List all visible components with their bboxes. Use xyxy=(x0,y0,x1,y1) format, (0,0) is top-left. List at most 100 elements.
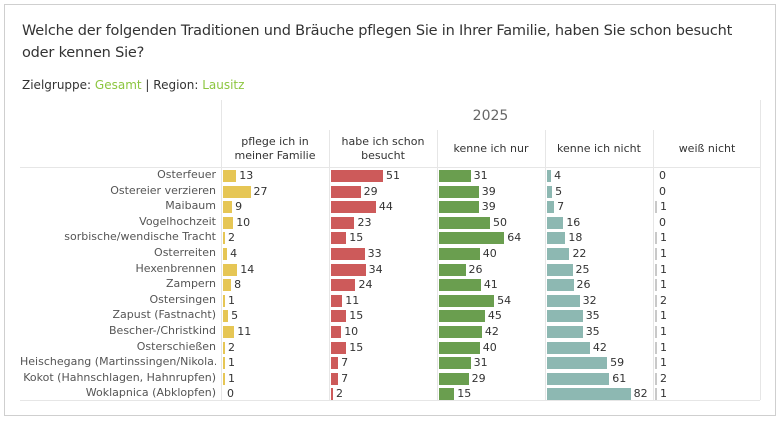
bar[interactable] xyxy=(331,357,339,370)
value-label: 82 xyxy=(633,387,648,401)
bar[interactable] xyxy=(655,263,657,276)
dashboard-frame xyxy=(4,4,776,416)
value-label: 13 xyxy=(239,169,254,182)
column-header: kenne ich nicht xyxy=(557,142,641,155)
region-value[interactable]: Lausitz xyxy=(202,78,245,92)
bar[interactable] xyxy=(439,326,482,338)
value-label: 2 xyxy=(228,340,236,354)
bar[interactable] xyxy=(547,201,555,214)
zielgruppe-value[interactable]: Gesamt xyxy=(94,78,142,92)
value-label: 5 xyxy=(555,184,563,198)
bar[interactable] xyxy=(331,170,384,182)
bar[interactable] xyxy=(655,201,657,214)
bar[interactable] xyxy=(223,248,228,260)
bar[interactable] xyxy=(439,201,479,214)
bar[interactable] xyxy=(223,326,235,338)
bar[interactable] xyxy=(331,232,347,245)
value-label: 45 xyxy=(487,309,502,323)
bar[interactable] xyxy=(223,170,237,182)
value-label: 42 xyxy=(484,325,499,338)
bar[interactable] xyxy=(655,357,657,370)
bar[interactable] xyxy=(547,279,574,292)
bar[interactable] xyxy=(655,232,657,245)
bar[interactable] xyxy=(547,263,573,276)
bar[interactable] xyxy=(439,294,495,307)
bar[interactable] xyxy=(655,326,657,338)
bar[interactable] xyxy=(439,279,481,292)
category-label: Hexenbrennen xyxy=(135,261,216,275)
bar[interactable] xyxy=(439,357,471,370)
bar[interactable] xyxy=(547,326,583,338)
bar[interactable] xyxy=(331,201,376,214)
bar[interactable] xyxy=(655,279,657,292)
bar[interactable] xyxy=(439,216,490,229)
bar[interactable] xyxy=(547,341,590,354)
bar[interactable] xyxy=(655,217,656,229)
bar[interactable] xyxy=(331,341,347,354)
value-label: 15 xyxy=(349,340,364,354)
value-label: 35 xyxy=(585,309,600,323)
bar[interactable] xyxy=(331,326,342,338)
value-label: 42 xyxy=(592,340,607,354)
bar[interactable] xyxy=(223,201,233,214)
bar[interactable] xyxy=(223,388,224,400)
bar[interactable] xyxy=(331,216,355,229)
value-label: 1 xyxy=(660,309,667,323)
bar[interactable] xyxy=(331,388,334,401)
value-label: 9 xyxy=(235,200,243,214)
bar[interactable] xyxy=(223,279,232,292)
bar[interactable] xyxy=(547,388,631,401)
category-label: Osterschießen xyxy=(136,339,216,353)
value-label: 1 xyxy=(660,356,667,370)
bar[interactable] xyxy=(547,310,583,323)
bar[interactable] xyxy=(223,357,225,370)
bar[interactable] xyxy=(547,185,553,198)
bar[interactable] xyxy=(655,170,656,182)
bar[interactable] xyxy=(439,310,485,323)
bar[interactable] xyxy=(439,341,480,354)
bar[interactable] xyxy=(547,372,610,385)
bar[interactable] xyxy=(331,248,365,260)
bar[interactable] xyxy=(547,248,570,260)
value-label: 54 xyxy=(497,293,512,307)
bar[interactable] xyxy=(223,294,225,307)
bar[interactable] xyxy=(547,170,552,182)
bar[interactable] xyxy=(331,294,343,307)
bar[interactable] xyxy=(331,310,347,323)
bar[interactable] xyxy=(331,185,361,198)
bar[interactable] xyxy=(223,341,226,354)
bar[interactable] xyxy=(223,372,225,385)
bar[interactable] xyxy=(547,357,608,370)
value-label: 7 xyxy=(341,356,349,370)
bar[interactable] xyxy=(439,232,505,245)
bar[interactable] xyxy=(547,232,566,245)
bar[interactable] xyxy=(223,232,226,245)
value-label: 1 xyxy=(660,278,667,292)
bar[interactable] xyxy=(655,248,657,260)
bar[interactable] xyxy=(439,388,455,401)
bar[interactable] xyxy=(223,263,238,276)
bar[interactable] xyxy=(439,248,480,260)
bar[interactable] xyxy=(655,310,657,323)
value-label: 40 xyxy=(482,247,497,260)
bar[interactable] xyxy=(655,341,657,354)
value-label: 8 xyxy=(234,278,242,292)
bar[interactable] xyxy=(439,263,466,276)
bar[interactable] xyxy=(439,170,471,182)
bar[interactable] xyxy=(331,263,366,276)
bar[interactable] xyxy=(439,185,479,198)
bar[interactable] xyxy=(223,216,234,229)
bar[interactable] xyxy=(655,372,658,385)
bar[interactable] xyxy=(223,185,251,198)
category-label: Vogelhochzeit xyxy=(139,214,216,228)
value-label: 44 xyxy=(378,200,393,214)
bar[interactable] xyxy=(655,294,658,307)
bar[interactable] xyxy=(223,310,229,323)
bar[interactable] xyxy=(655,186,656,198)
bar[interactable] xyxy=(655,388,657,401)
bar[interactable] xyxy=(331,372,339,385)
bar[interactable] xyxy=(547,216,564,229)
bar[interactable] xyxy=(331,279,356,292)
bar[interactable] xyxy=(547,294,580,307)
bar[interactable] xyxy=(439,372,469,385)
